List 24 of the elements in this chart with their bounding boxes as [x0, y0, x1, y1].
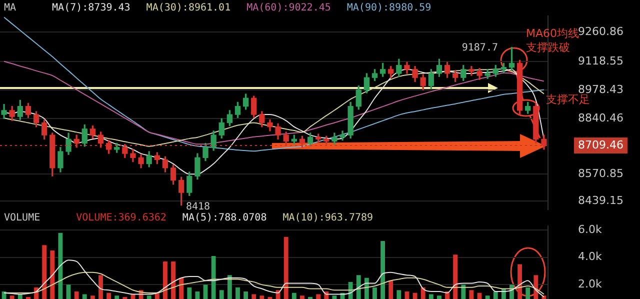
- text: MA(7):8739.43: [52, 2, 130, 14]
- chart-title: MA: [4, 2, 16, 14]
- annotation: 9187.7: [462, 42, 498, 54]
- y-tick-label: 8570.85: [578, 166, 624, 180]
- text: MA(5):788.0708: [182, 212, 267, 224]
- y-tick-label: 9118.55: [578, 54, 624, 68]
- text: MA(90):8980.59: [346, 2, 432, 14]
- annotation: 支撑跌破: [526, 40, 570, 54]
- y-tick-label: 2.0k: [578, 278, 602, 291]
- text: MA(10):963.7789: [282, 212, 374, 224]
- ref-line-label: 8709.46: [578, 138, 624, 152]
- y-tick-label: 8840.46: [578, 111, 624, 124]
- annotation: 支撑不足: [546, 92, 590, 106]
- y-tick-label: 4.0k: [578, 250, 602, 264]
- y-tick-label: 9260.86: [578, 25, 624, 38]
- y-tick-label: 6.0k: [578, 222, 602, 236]
- text: MA(60):9022.45: [246, 2, 331, 14]
- text: MA(30):8961.01: [146, 2, 231, 14]
- chart-title: VOLUME: [4, 212, 40, 224]
- y-tick-label: 8439.15: [578, 194, 624, 207]
- annotation: MA60均线: [526, 26, 580, 40]
- line-series: [4, 260, 544, 298]
- annotation: 8418: [186, 202, 210, 213]
- series-label: VOLUME:369.6362: [76, 212, 166, 224]
